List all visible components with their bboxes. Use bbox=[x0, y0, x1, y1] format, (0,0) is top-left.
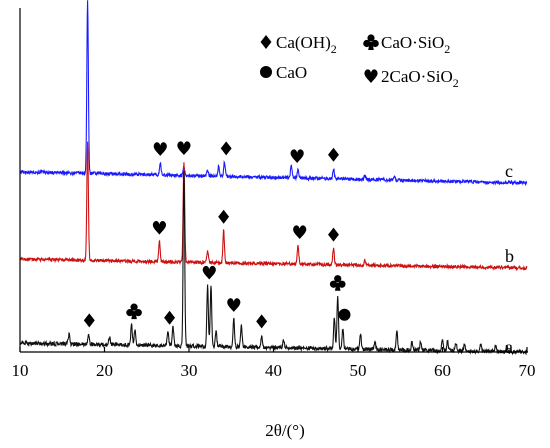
series-line-c bbox=[19, 0, 528, 187]
peak-marker-a-heart-4 bbox=[227, 298, 241, 312]
legend-symbol-circle bbox=[260, 66, 272, 78]
peak-marker-a-diamond-0 bbox=[83, 313, 95, 328]
peak-marker-a-club-1 bbox=[126, 303, 142, 320]
peak-marker-a-diamond-5 bbox=[256, 314, 268, 329]
peak-marker-a-circle-7 bbox=[338, 308, 351, 321]
plot-area: c b a bbox=[19, 0, 528, 357]
peak-marker-c-heart-3 bbox=[290, 149, 304, 163]
x-tick-label-20: 20 bbox=[96, 361, 113, 380]
peak-marker-c-diamond-4 bbox=[328, 147, 339, 162]
legend-subscript-club: 2 bbox=[444, 42, 450, 56]
series-line-b bbox=[19, 141, 528, 272]
x-tick-label-10: 10 bbox=[12, 361, 29, 380]
legend-label-heart: 2CaO·SiO2 bbox=[381, 67, 459, 90]
x-axis-label: 2θ/(°) bbox=[265, 421, 305, 440]
peak-marker-a-heart-3 bbox=[202, 265, 216, 280]
x-tick-label-30: 30 bbox=[181, 361, 198, 380]
x-tick-label-70: 70 bbox=[519, 361, 536, 380]
series-line-a bbox=[19, 171, 528, 356]
peak-marker-b-heart-3 bbox=[293, 225, 307, 240]
legend-subscript-heart: 2 bbox=[453, 76, 459, 90]
series-label-b: b bbox=[505, 246, 514, 266]
legend-symbol-diamond bbox=[260, 35, 272, 49]
x-tick-label-50: 50 bbox=[350, 361, 367, 380]
legend-label-club: CaO·SiO2 bbox=[381, 33, 450, 56]
x-tick-label-60: 60 bbox=[434, 361, 451, 380]
legend-label-diamond: Ca(OH)2 bbox=[276, 33, 337, 56]
peak-marker-b-heart-0 bbox=[152, 221, 167, 235]
legend-symbol-heart bbox=[364, 69, 378, 83]
legend-label-circle: CaO bbox=[276, 63, 307, 82]
peak-marker-a-diamond-2 bbox=[164, 310, 176, 325]
peak-marker-b-diamond-4 bbox=[328, 227, 339, 242]
series-label-a: a bbox=[505, 337, 513, 357]
axes: 10 20 30 40 50 60 70 bbox=[12, 8, 536, 380]
peak-marker-b-diamond-2 bbox=[218, 209, 230, 224]
legend-symbol-club bbox=[363, 34, 379, 50]
legend-subscript-diamond: 2 bbox=[331, 42, 337, 56]
peak-marker-c-diamond-2 bbox=[220, 141, 232, 156]
peak-marker-a-club-6 bbox=[329, 275, 346, 291]
legend: Ca(OH)2 CaO·SiO2 CaO 2CaO·SiO2 bbox=[260, 33, 459, 90]
peak-marker-b-heart-1 bbox=[177, 141, 191, 156]
series-label-c: c bbox=[505, 161, 513, 181]
peak-marker-c-heart-1 bbox=[153, 142, 167, 156]
x-tick-label-40: 40 bbox=[265, 361, 282, 380]
